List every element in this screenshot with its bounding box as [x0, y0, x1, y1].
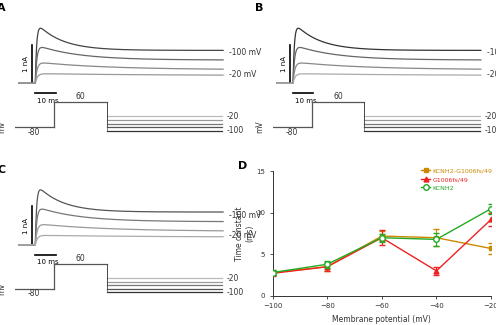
Text: mV: mV [0, 282, 6, 295]
Text: 60: 60 [75, 92, 85, 101]
Text: 1 nA: 1 nA [23, 56, 29, 72]
Text: -100: -100 [227, 288, 244, 297]
Text: -100 mV: -100 mV [487, 48, 496, 57]
Legend: KCNH2-G1006fs/49, G1006fs/49, KCNH2: KCNH2-G1006fs/49, G1006fs/49, KCNH2 [421, 168, 493, 191]
Y-axis label: Time constant
(ms): Time constant (ms) [235, 206, 254, 261]
Text: -80: -80 [286, 128, 298, 137]
Text: -100: -100 [227, 126, 244, 135]
Text: -80: -80 [28, 128, 40, 137]
Text: -100: -100 [485, 126, 496, 135]
Text: -100 mV: -100 mV [229, 211, 261, 219]
Text: mV: mV [0, 121, 6, 133]
Text: C: C [0, 164, 5, 175]
Text: -20: -20 [227, 274, 239, 283]
Text: 10 ms: 10 ms [37, 259, 59, 265]
Text: -20 mV: -20 mV [487, 70, 496, 79]
Text: -100 mV: -100 mV [229, 48, 261, 57]
Text: -80: -80 [28, 289, 40, 298]
Text: B: B [255, 3, 263, 13]
X-axis label: Membrane potential (mV): Membrane potential (mV) [332, 315, 431, 324]
Text: 60: 60 [75, 254, 85, 263]
Text: 10 ms: 10 ms [37, 98, 59, 104]
Text: 10 ms: 10 ms [295, 98, 317, 104]
Text: 1 nA: 1 nA [23, 217, 29, 234]
Text: D: D [238, 162, 247, 172]
Text: -20 mV: -20 mV [229, 70, 256, 79]
Text: -20: -20 [485, 112, 496, 121]
Text: -20: -20 [227, 112, 239, 121]
Text: mV: mV [255, 121, 264, 133]
Text: 1 nA: 1 nA [281, 56, 287, 72]
Text: 60: 60 [333, 92, 343, 101]
Text: -20 mV: -20 mV [229, 231, 256, 240]
Text: A: A [0, 3, 6, 13]
